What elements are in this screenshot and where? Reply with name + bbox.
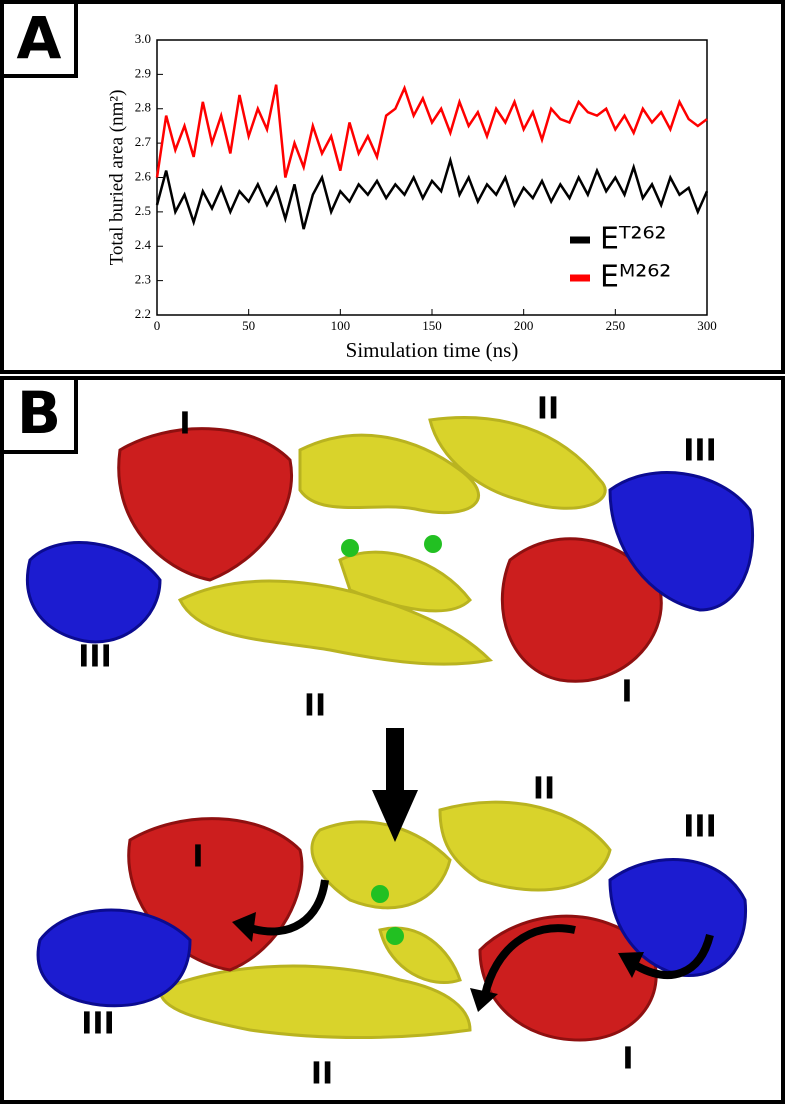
y-tick-label: 3.0 [135, 31, 151, 46]
y-tick-label: 2.8 [135, 100, 151, 115]
ribbons [25, 416, 755, 683]
label-box [0, 376, 78, 454]
y-tick-label: 2.3 [135, 272, 151, 287]
ribbons [36, 800, 748, 1042]
domain-label: II [304, 689, 326, 724]
residue [341, 539, 359, 557]
x-axis-label: Simulation time (ns) [346, 338, 519, 362]
protein-structures [25, 416, 755, 1042]
legend-label: Eᴹ²⁶² [600, 260, 671, 295]
panel-label: A [17, 4, 62, 72]
line [155, 84, 708, 178]
residue [386, 927, 404, 945]
panel-a-frame [0, 0, 785, 374]
x-tick-label: 100 [331, 318, 351, 333]
residue [371, 885, 389, 903]
line [155, 155, 709, 230]
x-tick-label: 250 [606, 318, 626, 333]
arrow-heads [232, 912, 644, 1012]
domain-label: II [311, 1057, 333, 1092]
domain-label: I [179, 407, 190, 442]
x-tick-label: 200 [514, 318, 534, 333]
y-axis-label: Total buried area (nm²) [106, 90, 127, 266]
panel-b-frame [0, 376, 785, 1104]
domain-label: III [683, 434, 717, 469]
y-tick-label: 2.6 [135, 168, 152, 183]
y-tick-label: 2.7 [135, 134, 152, 149]
domain-label: I [192, 840, 203, 875]
x-tick-label: 300 [697, 318, 717, 333]
domain-label: I [622, 1042, 633, 1077]
y-tick-label: 2.9 [135, 65, 151, 80]
domain-label: II [533, 772, 555, 807]
y-tick-label: 2.2 [135, 306, 151, 321]
domain-label: III [81, 1007, 115, 1042]
down-arrow [372, 728, 418, 842]
domain-label: III [78, 640, 112, 675]
domain-label: III [683, 810, 717, 845]
y-tick-label: 2.4 [135, 237, 152, 252]
legend-label: Eᵀ²⁶² [600, 222, 667, 257]
x-tick-label: 0 [154, 318, 161, 333]
domain-label: I [621, 675, 632, 710]
y-tick-label: 2.5 [135, 203, 151, 218]
residue [424, 535, 442, 553]
label-box [0, 0, 78, 78]
panel-label: B [17, 379, 61, 447]
domain-label: II [537, 392, 559, 427]
x-tick-label: 50 [242, 318, 255, 333]
x-tick-label: 150 [422, 318, 442, 333]
curved-arrows [248, 879, 714, 996]
